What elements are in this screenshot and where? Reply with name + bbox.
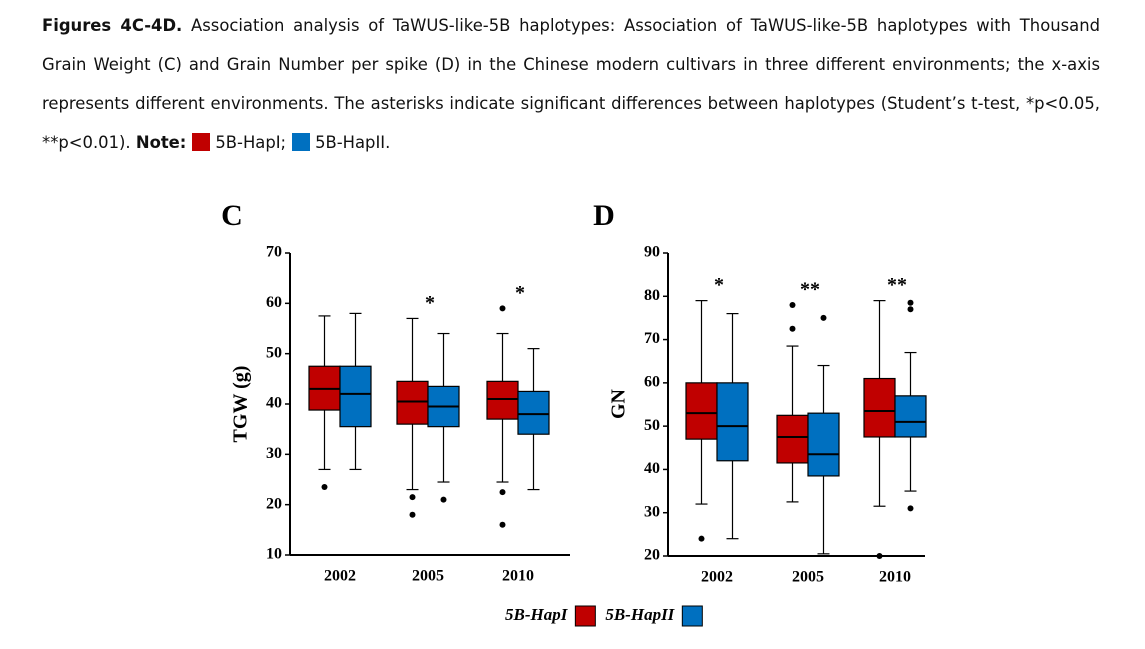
y-tick-label: 30 (644, 503, 660, 520)
outlier (409, 494, 416, 501)
panel-letter: C (221, 199, 243, 232)
y-tick-label: 90 (644, 244, 660, 261)
outlier (499, 305, 506, 312)
box (339, 365, 372, 428)
significance: ** (800, 279, 820, 301)
legend-label: 5B-HapII (605, 605, 675, 624)
x-tick-label: 2010 (502, 568, 534, 585)
caption-text: Association analysis of TaWUS-like-5B ha… (42, 16, 1100, 152)
y-tick-label: 40 (644, 460, 660, 477)
outlier (789, 325, 796, 332)
y-tick-label: 70 (266, 244, 282, 261)
y-tick-label: 50 (644, 417, 660, 434)
note-item: 5B-HapII. (315, 133, 391, 152)
note-label: Note: (135, 133, 187, 152)
box (685, 382, 718, 440)
swatch (192, 133, 211, 151)
legend-label: 5B-HapI (505, 605, 569, 624)
x-tick-label: 2002 (324, 568, 356, 585)
outlier (409, 511, 416, 518)
box (807, 412, 840, 477)
swatch (292, 133, 311, 151)
outlier (440, 496, 447, 503)
y-tick-label: 70 (644, 330, 660, 347)
y-tick-label: 80 (644, 287, 660, 304)
y-axis-label: TGW (g) (230, 366, 252, 443)
x-tick-label: 2005 (412, 568, 444, 585)
panel-letter: D (593, 199, 615, 232)
box (863, 377, 896, 438)
outlier (499, 521, 506, 528)
y-tick-label: 60 (266, 294, 282, 311)
x-tick-label: 2005 (792, 569, 824, 586)
y-tick-label: 20 (644, 547, 660, 564)
outlier (907, 306, 914, 313)
outlier (698, 535, 705, 542)
y-axis-label: GN (608, 388, 630, 419)
note-item: 5B-HapI; (215, 133, 287, 152)
x-tick-label: 2010 (879, 569, 911, 586)
box (776, 414, 809, 464)
legend-swatch (574, 605, 596, 627)
x-tick-label: 2002 (701, 569, 733, 586)
significance: * (515, 282, 525, 304)
box (716, 382, 749, 462)
significance: ** (887, 274, 907, 296)
caption: Figures 4C-4D. Association analysis of T… (42, 6, 1100, 162)
significance: * (425, 292, 435, 314)
outlier (499, 489, 506, 496)
significance: * (714, 274, 724, 296)
outlier (789, 301, 796, 308)
y-tick-label: 20 (266, 495, 282, 512)
outlier (907, 505, 914, 512)
box (894, 395, 927, 438)
box (396, 380, 429, 425)
y-tick-label: 50 (266, 344, 282, 361)
box (486, 380, 519, 420)
outlier (321, 484, 328, 491)
caption-label: Figures 4C-4D. (42, 16, 183, 35)
outlier (907, 299, 914, 306)
box (517, 390, 550, 435)
outlier (876, 553, 883, 559)
legend-swatch (681, 605, 703, 627)
y-tick-label: 60 (644, 374, 660, 391)
y-tick-label: 10 (266, 546, 282, 563)
y-tick-label: 30 (266, 445, 282, 462)
y-tick-label: 40 (266, 395, 282, 412)
outlier (820, 314, 827, 321)
